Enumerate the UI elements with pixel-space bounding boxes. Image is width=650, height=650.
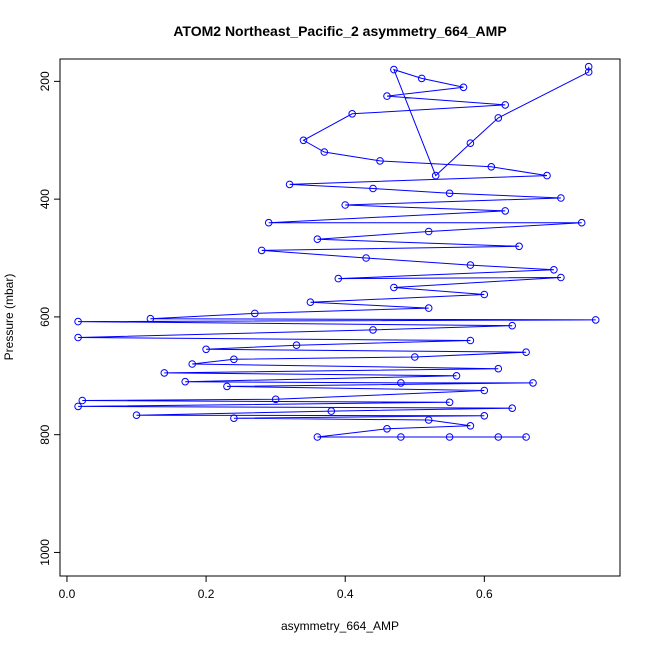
data-point [424, 227, 433, 236]
data-point [452, 372, 461, 380]
data-point [74, 333, 82, 342]
data-point [327, 407, 336, 415]
data-point [223, 382, 231, 391]
data-point [188, 360, 196, 368]
data-point [264, 218, 273, 227]
data-point [299, 136, 308, 145]
data-point [445, 433, 454, 441]
data-point [74, 402, 82, 411]
data-point [557, 194, 565, 202]
data-point [348, 110, 357, 118]
data-point [508, 321, 517, 330]
data-point [376, 157, 384, 165]
data-point [271, 395, 280, 404]
data-point [591, 316, 600, 324]
y-tick-label: 400 [38, 189, 52, 209]
data-point [466, 139, 475, 147]
axes-layer: 0.0 0.2 0.4 0.6 200 400 600 800 1000 [38, 71, 493, 601]
data-point [487, 163, 496, 171]
x-tick-label: 0.2 [198, 587, 215, 601]
data-point [466, 261, 475, 269]
data-point [181, 377, 189, 386]
data-point [362, 254, 370, 262]
y-tick-label: 800 [38, 424, 52, 444]
x-tick-label: 0.4 [337, 587, 354, 601]
data-point [306, 298, 315, 307]
y-tick-label: 200 [38, 71, 52, 91]
data-point [501, 101, 510, 109]
data-point [251, 309, 259, 318]
data-point [543, 171, 551, 180]
data-point [230, 414, 238, 423]
data-point [341, 201, 350, 209]
data-point [313, 433, 322, 441]
y-axis-label: Pressure (mbar) [2, 274, 16, 361]
data-point [230, 355, 238, 364]
data-point [74, 317, 82, 326]
data-point [577, 218, 586, 227]
data-point [508, 404, 517, 413]
data-point [424, 416, 433, 424]
data-point [320, 148, 329, 156]
data-point [515, 242, 523, 251]
data-point [424, 304, 433, 312]
data-point [501, 207, 510, 215]
data-point [480, 386, 489, 395]
y-tick-label: 1000 [38, 539, 52, 566]
y-tick-label: 600 [38, 307, 52, 327]
data-point [494, 114, 503, 122]
data-point [383, 425, 391, 433]
data-point [313, 235, 322, 243]
data-point [383, 92, 391, 100]
chart-title: ATOM2 Northeast_Pacific_2 asymmetry_664_… [173, 23, 506, 39]
x-tick-label: 0.0 [59, 587, 76, 601]
data-point [390, 283, 398, 292]
data-point [369, 184, 377, 193]
data-point [160, 369, 169, 377]
data-point [202, 345, 210, 354]
data-point [369, 326, 377, 334]
data-point [494, 364, 503, 373]
data-point [480, 290, 489, 299]
data-point [285, 180, 294, 189]
data-point [522, 348, 530, 357]
x-axis-label: asymmetry_664_AMP [281, 619, 399, 633]
data-point [257, 246, 266, 255]
data-point [584, 68, 593, 76]
data-point [397, 379, 405, 387]
data-point [411, 353, 419, 361]
data-layer [74, 62, 600, 441]
data-point [480, 412, 489, 420]
data-point [292, 341, 301, 350]
data-point [466, 336, 475, 345]
data-point [78, 396, 87, 405]
data-point [445, 398, 454, 407]
data-point [445, 189, 454, 198]
data-point [459, 83, 468, 92]
data-point [584, 62, 593, 71]
data-point [550, 266, 558, 274]
data-point [397, 433, 405, 441]
series-line [78, 66, 596, 438]
plot-frame [59, 58, 621, 577]
data-point [494, 433, 503, 441]
data-point [522, 433, 530, 441]
data-point [417, 74, 426, 83]
x-tick-label: 0.6 [476, 587, 493, 601]
data-point [529, 379, 537, 387]
data-point [334, 274, 343, 283]
data-point [557, 273, 565, 282]
data-point [466, 422, 475, 430]
data-point [431, 171, 440, 180]
data-point [132, 411, 141, 420]
data-point [146, 314, 155, 323]
data-point [390, 65, 398, 74]
